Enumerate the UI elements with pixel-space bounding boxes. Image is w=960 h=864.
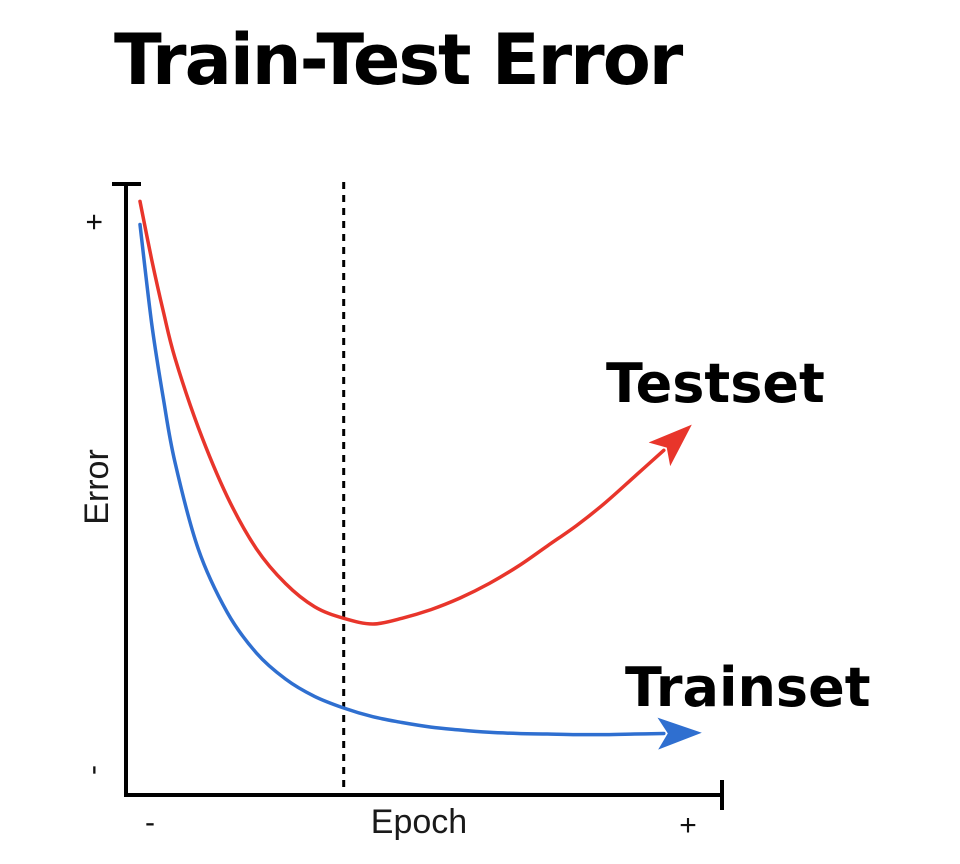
y-tick-plus: + bbox=[78, 213, 111, 231]
axes bbox=[112, 182, 724, 810]
chart-title: Train-Test Error bbox=[114, 19, 683, 101]
y-tick-minus: - bbox=[76, 765, 109, 775]
testset-label: Testset bbox=[606, 352, 825, 415]
testset-curve bbox=[138, 199, 692, 626]
x-tick-minus: - bbox=[145, 806, 155, 839]
trainset-label: Trainset bbox=[625, 656, 871, 719]
trainset-curve bbox=[138, 222, 702, 750]
y-axis-label: Error bbox=[78, 449, 116, 525]
x-tick-plus: + bbox=[679, 809, 697, 842]
x-axis-label: Epoch bbox=[371, 803, 467, 841]
